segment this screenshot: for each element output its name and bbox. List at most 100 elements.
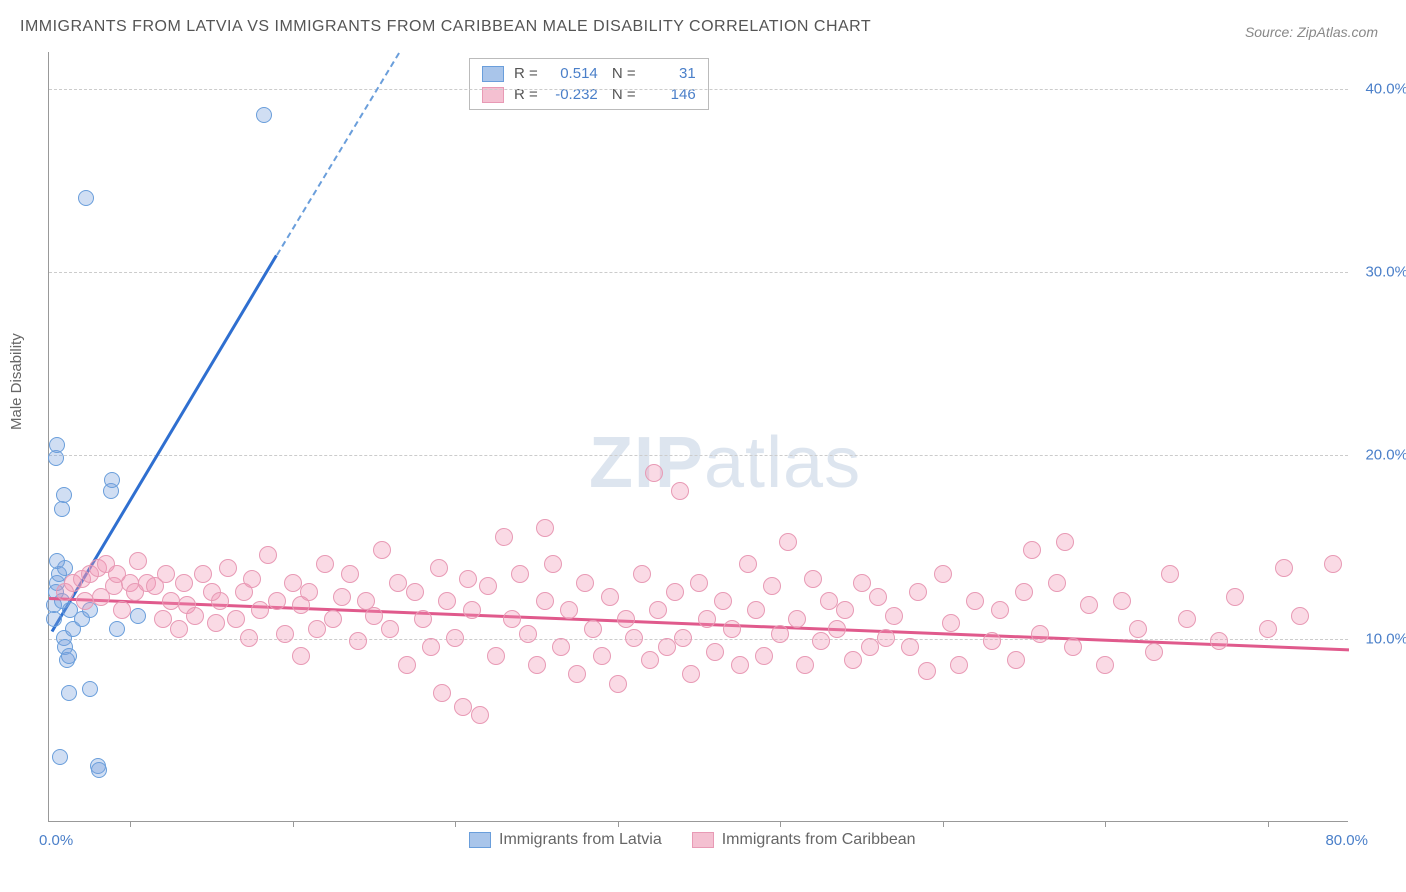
scatter-point (349, 632, 367, 650)
scatter-point (544, 555, 562, 573)
scatter-point (536, 519, 554, 537)
scatter-point (276, 625, 294, 643)
scatter-point (61, 685, 77, 701)
scatter-point (78, 190, 94, 206)
scatter-point (61, 648, 77, 664)
scatter-point (1048, 574, 1066, 592)
scatter-point (333, 588, 351, 606)
scatter-point (1113, 592, 1131, 610)
scatter-point (308, 620, 326, 638)
plot-area: ZIPatlas R =0.514 N =31R =-0.232 N =146 … (48, 52, 1348, 822)
scatter-point (1007, 651, 1025, 669)
scatter-point (243, 570, 261, 588)
scatter-point (918, 662, 936, 680)
series-legend-item: Immigrants from Latvia (469, 831, 662, 849)
scatter-point (1275, 559, 1293, 577)
scatter-point (609, 675, 627, 693)
scatter-point (674, 629, 692, 647)
scatter-point (983, 632, 1001, 650)
scatter-point (796, 656, 814, 674)
scatter-point (1129, 620, 1147, 638)
x-tick-mark (1268, 821, 1269, 827)
x-tick-mark (943, 821, 944, 827)
x-tick-min: 0.0% (39, 832, 73, 849)
scatter-point (739, 555, 757, 573)
scatter-point (300, 583, 318, 601)
scatter-point (1178, 610, 1196, 628)
scatter-point (438, 592, 456, 610)
scatter-point (414, 610, 432, 628)
scatter-point (901, 638, 919, 656)
scatter-point (714, 592, 732, 610)
scatter-point (130, 608, 146, 624)
scatter-point (381, 620, 399, 638)
series-legend-item: Immigrants from Caribbean (692, 831, 916, 849)
scatter-point (690, 574, 708, 592)
gridline-h (49, 455, 1348, 456)
y-axis-label: Male Disability (8, 333, 25, 430)
trend-line-extrapolated (276, 52, 400, 255)
scatter-point (49, 437, 65, 453)
scatter-point (1259, 620, 1277, 638)
scatter-point (755, 647, 773, 665)
x-tick-mark (618, 821, 619, 827)
scatter-point (207, 614, 225, 632)
legend-swatch (692, 832, 714, 848)
y-tick-label: 20.0% (1365, 447, 1406, 464)
scatter-point (76, 592, 94, 610)
scatter-point (284, 574, 302, 592)
scatter-point (1324, 555, 1342, 573)
x-tick-mark (455, 821, 456, 827)
scatter-point (804, 570, 822, 588)
scatter-point (324, 610, 342, 628)
scatter-point (446, 629, 464, 647)
scatter-point (1080, 596, 1098, 614)
scatter-point (853, 574, 871, 592)
scatter-point (459, 570, 477, 588)
scatter-point (671, 482, 689, 500)
series-legend: Immigrants from Latvia Immigrants from Ca… (469, 831, 916, 849)
scatter-point (46, 611, 62, 627)
scatter-point (56, 487, 72, 503)
scatter-point (194, 565, 212, 583)
scatter-point (645, 464, 663, 482)
scatter-point (771, 625, 789, 643)
scatter-point (463, 601, 481, 619)
scatter-point (568, 665, 586, 683)
scatter-point (495, 528, 513, 546)
scatter-point (861, 638, 879, 656)
scatter-point (82, 681, 98, 697)
scatter-point (601, 588, 619, 606)
scatter-point (1096, 656, 1114, 674)
scatter-point (1031, 625, 1049, 643)
scatter-point (316, 555, 334, 573)
scatter-point (157, 565, 175, 583)
scatter-point (186, 607, 204, 625)
series-name: Immigrants from Latvia (499, 831, 662, 849)
scatter-point (934, 565, 952, 583)
scatter-point (649, 601, 667, 619)
scatter-point (828, 620, 846, 638)
watermark-rest: atlas (704, 423, 861, 503)
scatter-point (763, 577, 781, 595)
scatter-point (365, 607, 383, 625)
scatter-point (1210, 632, 1228, 650)
scatter-point (422, 638, 440, 656)
scatter-point (251, 601, 269, 619)
scatter-point (950, 656, 968, 674)
scatter-point (593, 647, 611, 665)
legend-r-value: 0.514 (548, 65, 598, 82)
scatter-point (519, 625, 537, 643)
scatter-point (877, 629, 895, 647)
scatter-point (576, 574, 594, 592)
scatter-point (820, 592, 838, 610)
scatter-point (528, 656, 546, 674)
scatter-point (471, 706, 489, 724)
scatter-point (503, 610, 521, 628)
scatter-point (49, 553, 65, 569)
x-tick-mark (780, 821, 781, 827)
scatter-point (698, 610, 716, 628)
scatter-point (584, 620, 602, 638)
scatter-point (1226, 588, 1244, 606)
scatter-point (723, 620, 741, 638)
